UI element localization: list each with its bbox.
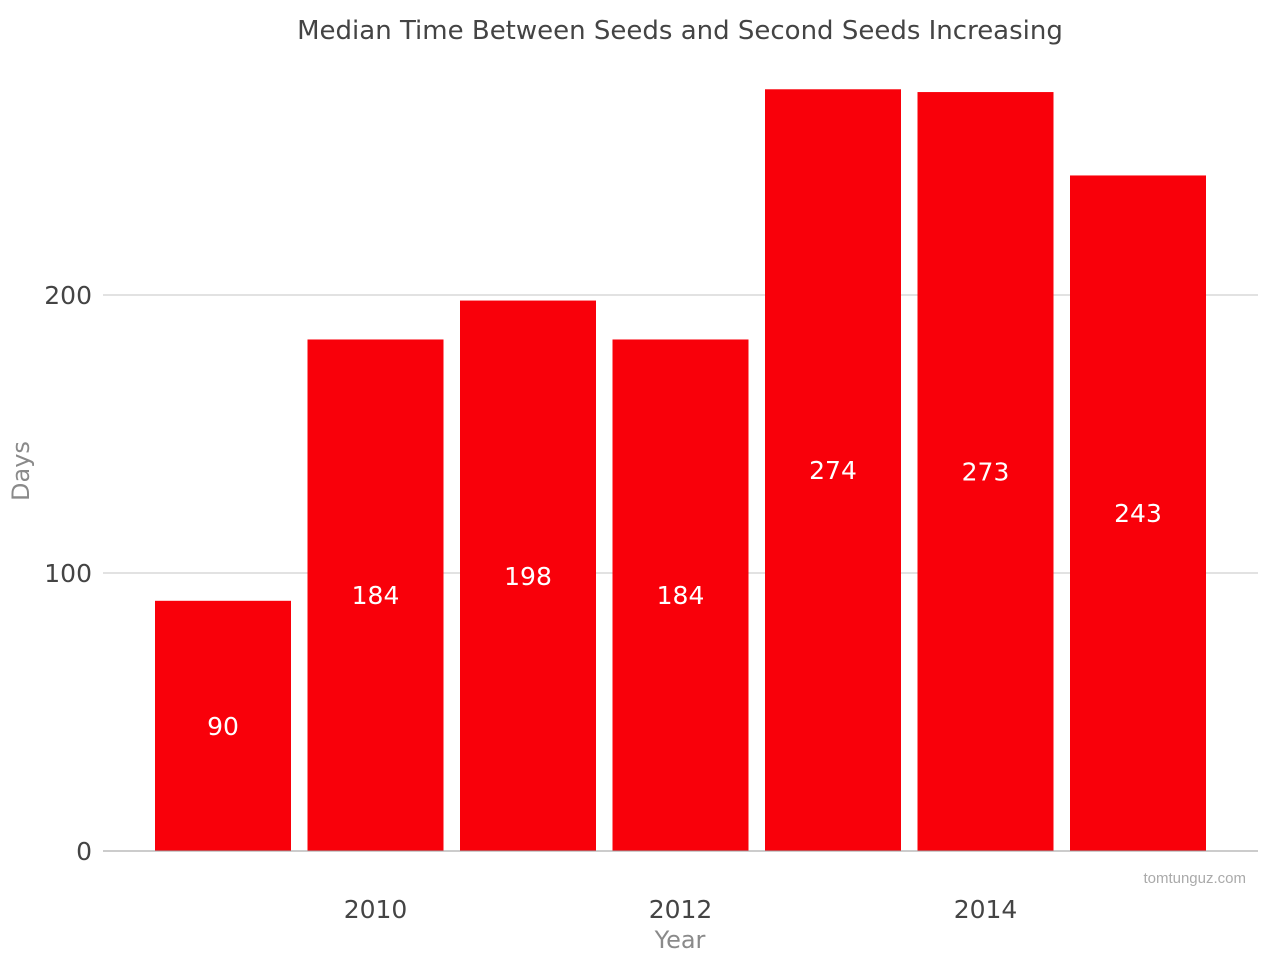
chart-title: Median Time Between Seeds and Second See…: [297, 16, 1063, 46]
y-tick-label: 0: [76, 837, 92, 866]
bar: [917, 92, 1054, 851]
y-axis-ticks: 0 100 200: [44, 281, 92, 866]
bar: [460, 300, 596, 851]
bar: [765, 89, 901, 851]
y-tick-label: 200: [44, 281, 92, 310]
bar-value-label: 184: [352, 581, 400, 610]
bar-value-label: 243: [1114, 499, 1162, 528]
x-tick-label: 2012: [649, 895, 713, 924]
bar-value-label: 274: [809, 456, 857, 485]
x-axis-ticks: 2010 2012 2014: [344, 895, 1018, 924]
bar: [1070, 175, 1206, 851]
bar: [307, 339, 444, 851]
bars: [155, 89, 1206, 851]
bar-value-labels: 90 184 198 184 274 273 243: [207, 456, 1162, 741]
bar-value-label: 273: [962, 458, 1010, 487]
y-tick-label: 100: [44, 559, 92, 588]
x-tick-label: 2014: [954, 895, 1018, 924]
y-axis-label: Days: [7, 441, 35, 501]
bar: [612, 339, 749, 851]
bar-value-label: 184: [657, 581, 705, 610]
bar-value-label: 90: [207, 712, 239, 741]
watermark-text: tomtunguz.com: [1143, 870, 1246, 887]
x-axis-label: Year: [654, 926, 706, 954]
x-tick-label: 2010: [344, 895, 408, 924]
bar-value-label: 198: [504, 562, 552, 591]
bar: [155, 600, 291, 851]
